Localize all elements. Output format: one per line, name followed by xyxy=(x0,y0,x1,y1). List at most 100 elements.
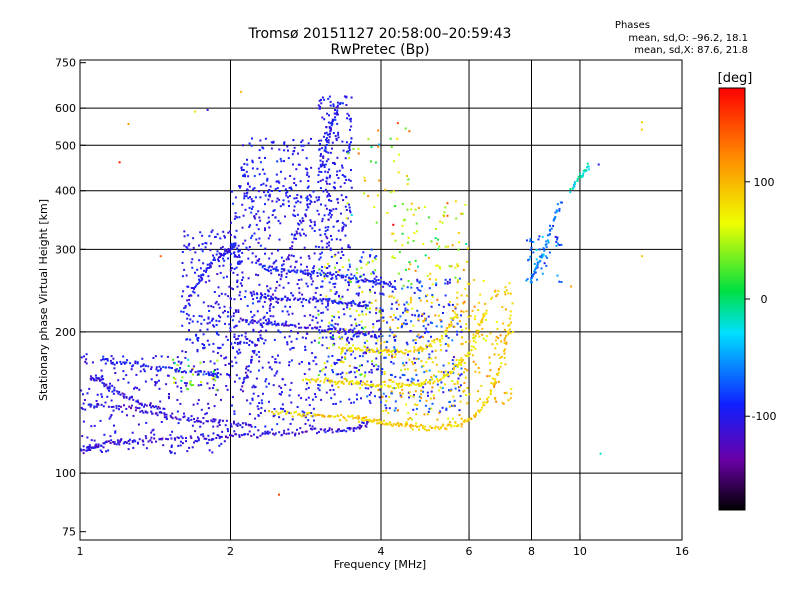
data-point xyxy=(388,396,391,398)
data-point xyxy=(310,273,313,276)
data-point xyxy=(488,356,491,359)
data-point xyxy=(542,253,545,256)
data-point xyxy=(408,391,411,394)
data-point xyxy=(189,318,192,321)
data-point xyxy=(193,287,196,290)
data-point xyxy=(128,396,131,399)
data-point xyxy=(370,380,373,383)
data-point xyxy=(183,244,186,247)
data-point xyxy=(327,226,330,229)
data-point xyxy=(91,446,94,449)
data-point xyxy=(393,409,396,412)
data-point xyxy=(389,326,392,329)
data-point xyxy=(460,294,463,297)
data-point xyxy=(317,384,320,386)
data-point xyxy=(433,397,435,400)
data-point xyxy=(362,327,365,330)
data-point xyxy=(243,378,246,381)
data-point xyxy=(217,303,220,306)
data-point xyxy=(232,288,234,291)
data-point xyxy=(420,335,423,338)
data-point xyxy=(358,332,361,335)
data-point xyxy=(201,343,204,345)
data-point xyxy=(320,319,323,322)
data-point xyxy=(190,261,193,264)
data-point xyxy=(401,424,403,427)
data-point xyxy=(309,219,312,222)
data-point xyxy=(139,370,142,373)
data-point xyxy=(459,374,462,377)
data-point xyxy=(357,292,360,295)
data-point xyxy=(393,257,396,259)
data-point xyxy=(336,174,338,177)
data-point xyxy=(354,303,357,306)
data-point xyxy=(237,422,240,425)
data-point xyxy=(298,287,301,290)
data-point xyxy=(99,419,102,422)
data-point xyxy=(172,381,175,384)
data-point xyxy=(159,255,162,258)
data-point xyxy=(307,386,310,389)
data-point xyxy=(332,282,335,285)
data-point xyxy=(277,354,279,357)
data-point xyxy=(185,312,188,315)
data-point xyxy=(239,261,242,264)
data-point xyxy=(191,266,194,269)
data-point xyxy=(366,279,369,282)
data-point xyxy=(489,369,492,372)
data-point xyxy=(496,374,499,377)
data-point xyxy=(234,244,237,247)
data-point xyxy=(381,334,384,337)
data-point xyxy=(464,203,467,206)
data-point xyxy=(415,373,418,376)
data-point xyxy=(341,356,344,359)
data-point xyxy=(278,238,281,241)
data-point xyxy=(352,430,355,432)
data-point xyxy=(473,337,476,340)
data-point xyxy=(261,325,264,328)
data-point xyxy=(147,440,150,443)
data-point xyxy=(97,445,100,448)
data-point xyxy=(319,163,322,166)
data-point xyxy=(384,188,387,191)
data-point xyxy=(485,335,488,338)
data-point xyxy=(421,365,424,368)
data-point xyxy=(421,313,424,316)
data-point xyxy=(391,285,394,288)
data-point xyxy=(109,382,111,385)
data-point xyxy=(282,269,285,272)
data-point xyxy=(397,318,400,321)
data-point xyxy=(389,191,392,194)
data-point xyxy=(190,418,193,421)
data-point xyxy=(252,392,255,395)
data-point xyxy=(257,408,260,410)
data-point xyxy=(512,331,514,334)
data-point xyxy=(496,293,499,296)
data-point xyxy=(176,364,179,367)
data-point xyxy=(310,195,313,198)
data-point xyxy=(191,446,194,449)
data-point xyxy=(425,347,428,350)
data-point xyxy=(326,347,329,350)
data-point xyxy=(176,356,179,359)
data-point xyxy=(416,286,419,289)
data-point xyxy=(380,280,383,283)
data-point xyxy=(555,244,558,247)
data-point xyxy=(262,317,265,320)
data-point xyxy=(573,181,576,184)
data-point xyxy=(395,423,398,426)
data-point xyxy=(284,295,287,298)
data-point xyxy=(447,371,450,374)
data-point xyxy=(85,353,88,356)
data-point xyxy=(409,384,412,387)
data-point xyxy=(348,382,350,385)
data-point xyxy=(246,163,249,166)
data-point xyxy=(210,439,213,442)
data-point xyxy=(375,279,378,282)
data-point xyxy=(313,413,316,416)
data-point xyxy=(156,381,158,384)
data-point xyxy=(219,435,222,438)
data-point xyxy=(545,243,548,246)
data-point xyxy=(357,417,360,420)
data-point xyxy=(237,263,240,265)
